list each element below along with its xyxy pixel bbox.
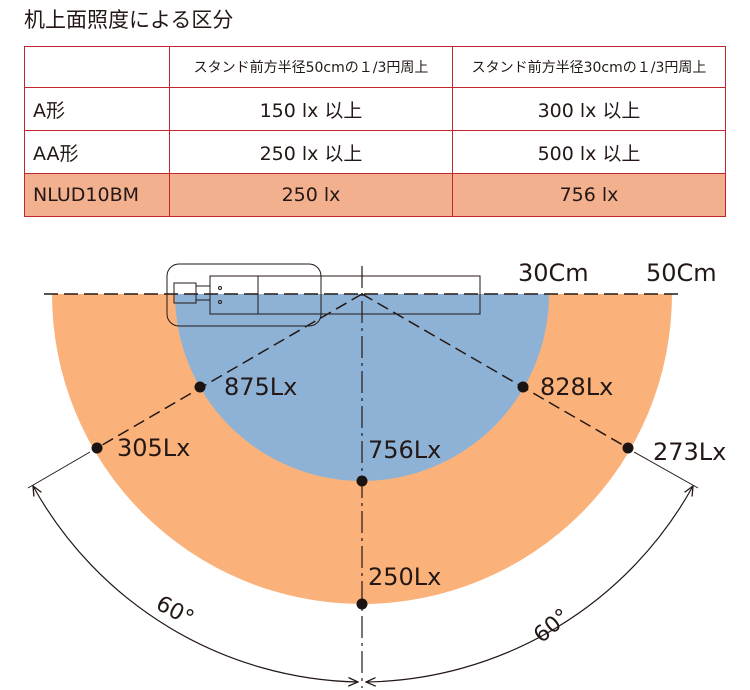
label-outer-center: 250Lx (368, 563, 441, 591)
table-row: AA形 250 lx 以上 500 lx 以上 (24, 130, 726, 174)
extension-line-right (633, 451, 699, 489)
label-radius-50cm: 50Cm (646, 259, 717, 287)
point-outer-center (356, 598, 368, 610)
table-cell: 500 lx 以上 (452, 130, 726, 174)
label-outer-right: 273Lx (653, 438, 726, 466)
stand-lamp-outline (166, 263, 481, 327)
table-cell: 756 lx (452, 173, 726, 217)
label-inner-left: 875Lx (224, 373, 297, 401)
point-inner-left (194, 381, 206, 393)
point-inner-center (356, 475, 368, 487)
page-title: 机上面照度による区分 (24, 8, 234, 32)
radial-line-left (96, 293, 363, 449)
table-header-cell: スタンド前方半径30cmの１/3円周上 (452, 46, 726, 88)
table-cell: 250 lx (169, 173, 453, 217)
point-outer-left (91, 442, 103, 454)
table-row-name: NLUD10BM (24, 173, 170, 217)
point-outer-right (622, 442, 634, 454)
label-angle-left: 60° (152, 591, 198, 631)
label-inner-right: 828Lx (540, 373, 613, 401)
radial-line-right (361, 293, 629, 449)
table-header-row: スタンド前方半径50cmの１/3円周上 スタンド前方半径30cmの１/3円周上 (24, 46, 726, 88)
table-cell: 300 lx 以上 (452, 87, 726, 131)
label-inner-center: 756Lx (368, 436, 441, 464)
illuminance-diagram: 30Cm 50Cm 875Lx 828Lx 756Lx 305Lx 273Lx … (27, 259, 726, 688)
table-row-highlight: NLUD10BM 250 lx 756 lx (24, 173, 726, 217)
label-angle-right: 60° (529, 604, 575, 648)
illuminance-table: スタンド前方半径50cmの１/3円周上 スタンド前方半径30cmの１/3円周上 … (24, 46, 726, 217)
label-radius-30cm: 30Cm (518, 259, 589, 287)
table-cell: 250 lx 以上 (169, 130, 453, 174)
table-row: A形 150 lx 以上 300 lx 以上 (24, 87, 726, 131)
extension-line-left (27, 451, 91, 489)
table-header-cell (24, 46, 170, 88)
point-inner-right (517, 381, 529, 393)
table-header-cell: スタンド前方半径50cmの１/3円周上 (169, 46, 453, 88)
angle-arc-left (33, 486, 358, 682)
table-row-name: A形 (24, 87, 170, 131)
label-outer-left: 305Lx (117, 434, 190, 462)
angle-arc-right (366, 486, 693, 682)
table-cell: 150 lx 以上 (169, 87, 453, 131)
table-row-name: AA形 (24, 130, 170, 174)
